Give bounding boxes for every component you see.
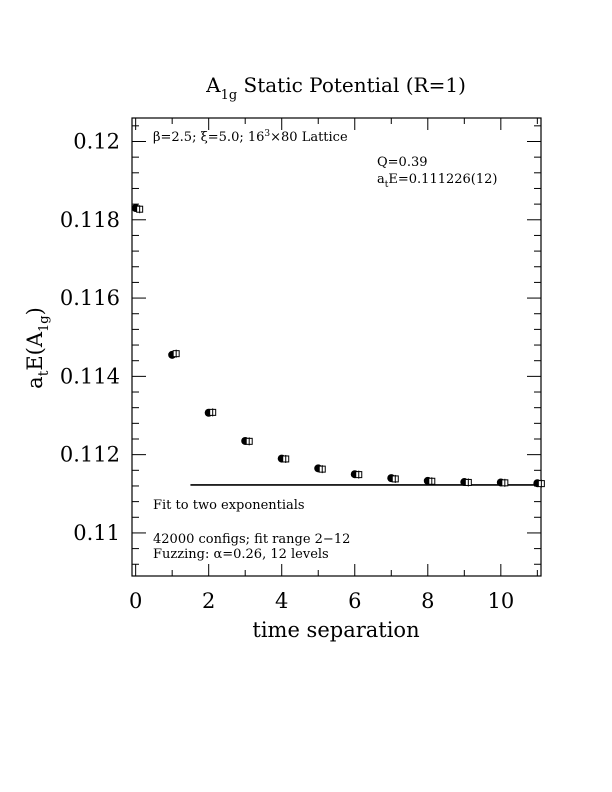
x-tick-label: 8 — [421, 589, 434, 613]
x-tick-label: 4 — [275, 589, 288, 613]
x-tick-label: 2 — [202, 589, 215, 613]
fuzzing-annotation: Fuzzing: α=0.26, 12 levels — [153, 547, 329, 562]
ate-annotation: atE=0.111226(12) — [377, 172, 498, 190]
x-axis-label: time separation — [252, 618, 419, 642]
fit-annotation: Fit to two exponentials — [153, 498, 305, 513]
y-tick-label: 0.112 — [60, 443, 120, 467]
chart-title: A1g Static Potential (R=1) — [205, 73, 466, 103]
x-tick-label: 10 — [487, 589, 514, 613]
y-tick-label: 0.11 — [73, 521, 120, 545]
y-tick-label: 0.12 — [73, 129, 120, 153]
plot-frame — [131, 117, 542, 577]
y-tick-label: 0.116 — [60, 286, 120, 310]
ticks: 0 2 4 6 8 10 0.11 0.112 0.114 0.116 0.118 0.12 — [60, 118, 541, 613]
y-tick-label: 0.114 — [60, 364, 120, 388]
configs-annotation: 42000 configs; fit range 2−12 — [153, 532, 350, 547]
lattice-annotation: β=2.5; ξ=5.0; 163×80 Lattice — [153, 129, 348, 145]
y-tick-label: 0.118 — [60, 208, 120, 232]
q-annotation: Q=0.39 — [377, 155, 428, 170]
x-tick-label: 6 — [348, 589, 361, 613]
data-points — [131, 204, 545, 488]
y-axis-label: atE(A1g) — [23, 307, 52, 389]
x-tick-label: 0 — [129, 589, 142, 613]
